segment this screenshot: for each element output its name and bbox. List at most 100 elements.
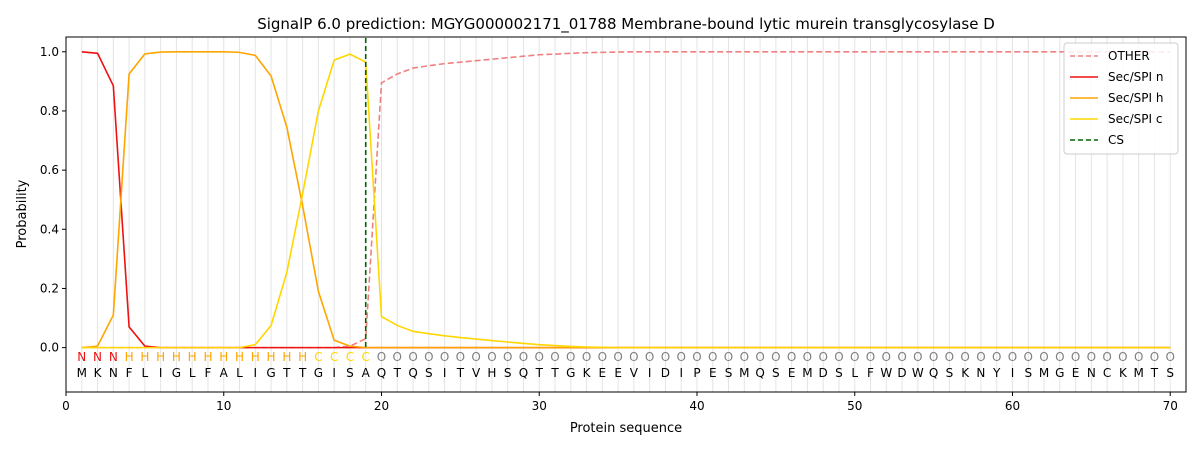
residue-label: T	[550, 366, 559, 380]
residue-label: V	[630, 366, 639, 380]
region-label: O	[976, 350, 985, 364]
region-label: O	[850, 350, 859, 364]
region-label: O	[834, 350, 843, 364]
region-label: O	[803, 350, 812, 364]
residue-label: I	[1011, 366, 1015, 380]
region-label: O	[676, 350, 685, 364]
region-label: O	[487, 350, 496, 364]
region-label: O	[771, 350, 780, 364]
residue-label: F	[205, 366, 212, 380]
residue-label: T	[282, 366, 291, 380]
residue-label: M	[739, 366, 749, 380]
residue-label: K	[961, 366, 970, 380]
residue-label: D	[897, 366, 906, 380]
y-axis-label: Probability	[15, 179, 30, 248]
region-label: O	[393, 350, 402, 364]
x-tick-label: 20	[374, 399, 389, 413]
region-label: H	[140, 350, 149, 364]
residue-label: H	[487, 366, 496, 380]
legend-label: Sec/SPI h	[1108, 91, 1163, 105]
region-label: O	[787, 350, 796, 364]
residue-label: Q	[755, 366, 764, 380]
residue-label: F	[867, 366, 874, 380]
series-line-sec-spi-n	[81, 50, 1171, 349]
residue-label: D	[661, 366, 670, 380]
y-tick-label: 0.8	[40, 104, 59, 118]
region-label: H	[156, 350, 165, 364]
residue-label: E	[709, 366, 717, 380]
residue-label: I	[159, 366, 163, 380]
residue-label: S	[504, 366, 512, 380]
region-label: C	[346, 350, 354, 364]
region-label: O	[519, 350, 528, 364]
region-label: O	[629, 350, 638, 364]
residue-label: W	[880, 366, 892, 380]
residue-label: E	[788, 366, 796, 380]
residue-label: I	[648, 366, 652, 380]
region-label: O	[818, 350, 827, 364]
residue-label: G	[314, 366, 323, 380]
region-label: H	[298, 350, 307, 364]
residue-label: V	[472, 366, 481, 380]
residue-label: M	[77, 366, 87, 380]
region-label: O	[645, 350, 654, 364]
region-label: O	[708, 350, 717, 364]
legend-label: Sec/SPI c	[1108, 112, 1162, 126]
region-label: O	[1118, 350, 1127, 364]
x-axis-label: Protein sequence	[570, 421, 682, 436]
region-label: H	[203, 350, 212, 364]
residue-label: E	[1072, 366, 1080, 380]
residue-label: G	[1055, 366, 1064, 380]
region-label: O	[1008, 350, 1017, 364]
region-label: O	[1087, 350, 1096, 364]
region-label: O	[897, 350, 906, 364]
y-tick-label: 0.4	[40, 222, 59, 236]
plot-frame	[65, 36, 1187, 393]
residue-label: E	[599, 366, 607, 380]
region-label: O	[566, 350, 575, 364]
legend-label: OTHER	[1108, 49, 1150, 63]
region-label: O	[456, 350, 465, 364]
axes: 0 10 20 30 40 50 60 70 0.0 0.2 0.4 0.6 0.8 1.0	[40, 45, 1178, 413]
region-label: O	[692, 350, 701, 364]
region-label: O	[866, 350, 875, 364]
series-line-other	[81, 50, 1171, 349]
y-tick-label: 0.0	[40, 341, 59, 355]
region-label: C	[330, 350, 338, 364]
region-label: O	[471, 350, 480, 364]
legend-label: Sec/SPI n	[1108, 70, 1163, 84]
region-label: O	[424, 350, 433, 364]
residue-label: K	[94, 366, 103, 380]
residue-label: L	[142, 366, 149, 380]
y-tick-label: 0.6	[40, 163, 59, 177]
residue-label: G	[566, 366, 575, 380]
residue-label: S	[946, 366, 954, 380]
residue-label: Y	[992, 366, 1001, 380]
region-label: H	[235, 350, 244, 364]
region-label: O	[661, 350, 670, 364]
region-label: O	[1102, 350, 1111, 364]
region-label: N	[77, 350, 86, 364]
residue-label: E	[614, 366, 622, 380]
residue-label: D	[819, 366, 828, 380]
region-label: H	[172, 350, 181, 364]
region-label: N	[93, 350, 102, 364]
region-label: O	[613, 350, 622, 364]
residue-label: M	[1039, 366, 1049, 380]
region-label: O	[1165, 350, 1174, 364]
residue-label: S	[346, 366, 354, 380]
region-label: O	[755, 350, 764, 364]
chart-title: SignalP 6.0 prediction: MGYG000002171_01…	[257, 15, 995, 34]
region-label: H	[219, 350, 228, 364]
residue-label: T	[456, 366, 465, 380]
residue-label: T	[1150, 366, 1159, 380]
residue-label: I	[679, 366, 683, 380]
region-label: O	[929, 350, 938, 364]
residue-label: Q	[377, 366, 386, 380]
region-label: H	[188, 350, 197, 364]
series-layer	[81, 38, 1171, 349]
series-line-sec-spi-h	[81, 50, 1171, 349]
residue-label: A	[220, 366, 229, 380]
